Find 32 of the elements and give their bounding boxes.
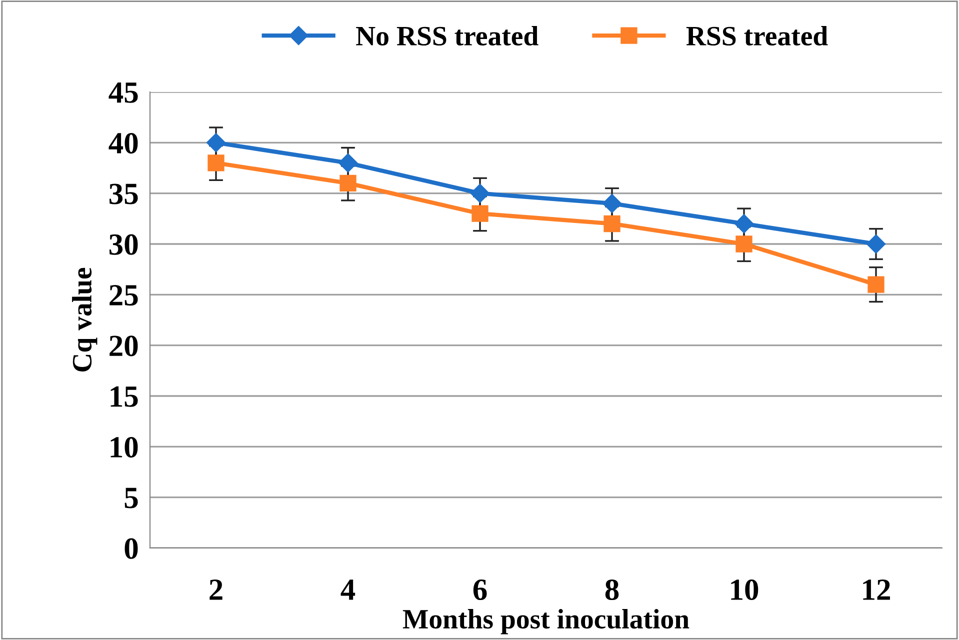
point	[206, 133, 226, 152]
y-tick-label: 40	[108, 132, 138, 154]
point	[338, 153, 358, 172]
point	[736, 236, 752, 252]
point	[604, 215, 620, 232]
y-tick-label: 10	[110, 436, 138, 458]
y-tick-label: 20	[110, 336, 138, 356]
x-tick-label: 12	[863, 580, 890, 600]
point	[602, 194, 622, 213]
legend-label: No RSS treated	[356, 26, 538, 46]
y-tick-label: 15	[110, 386, 138, 407]
legend-label: RSS treated	[686, 26, 828, 46]
x-tick-label: 8	[605, 579, 619, 600]
x-axis-title: Months post inoculation	[402, 609, 690, 634]
point	[866, 234, 886, 254]
x-tick-label: 4	[340, 580, 356, 600]
x-tick-label: 6	[473, 580, 487, 600]
point	[208, 154, 224, 172]
y-tick-label: 25	[110, 285, 138, 306]
point	[470, 184, 490, 203]
point	[734, 214, 754, 234]
y-axis-title: Cq value	[72, 268, 98, 372]
y-tick-label: 45	[108, 82, 138, 103]
y-tick-label: 30	[109, 234, 138, 255]
y-tick-label: 0	[124, 538, 138, 559]
y-tick-label: 35	[109, 184, 138, 204]
y-tick-label: 5	[124, 488, 138, 508]
x-tick-label: 10	[731, 579, 758, 600]
point	[472, 205, 488, 222]
x-tick-label: 2	[210, 580, 222, 600]
point	[868, 276, 884, 293]
point	[340, 174, 356, 192]
